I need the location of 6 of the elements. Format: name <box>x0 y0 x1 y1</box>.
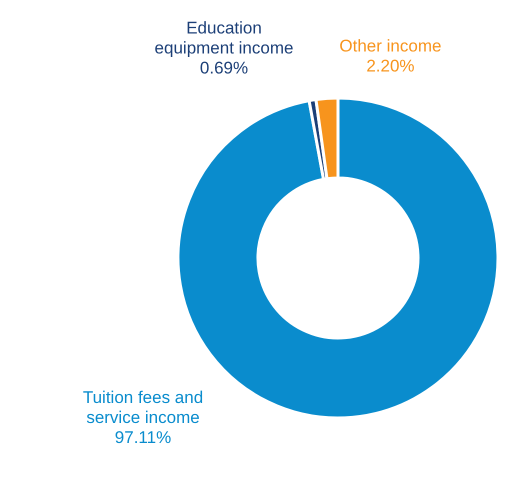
slice-label: Education equipment income <box>154 18 294 58</box>
slice-label: Tuition fees and service income <box>82 388 204 427</box>
data-label: 97.11% <box>114 428 172 447</box>
slice-label: Other income <box>339 36 442 56</box>
data-label: 0.69% <box>200 58 248 78</box>
data-label: 2.20% <box>366 56 415 76</box>
